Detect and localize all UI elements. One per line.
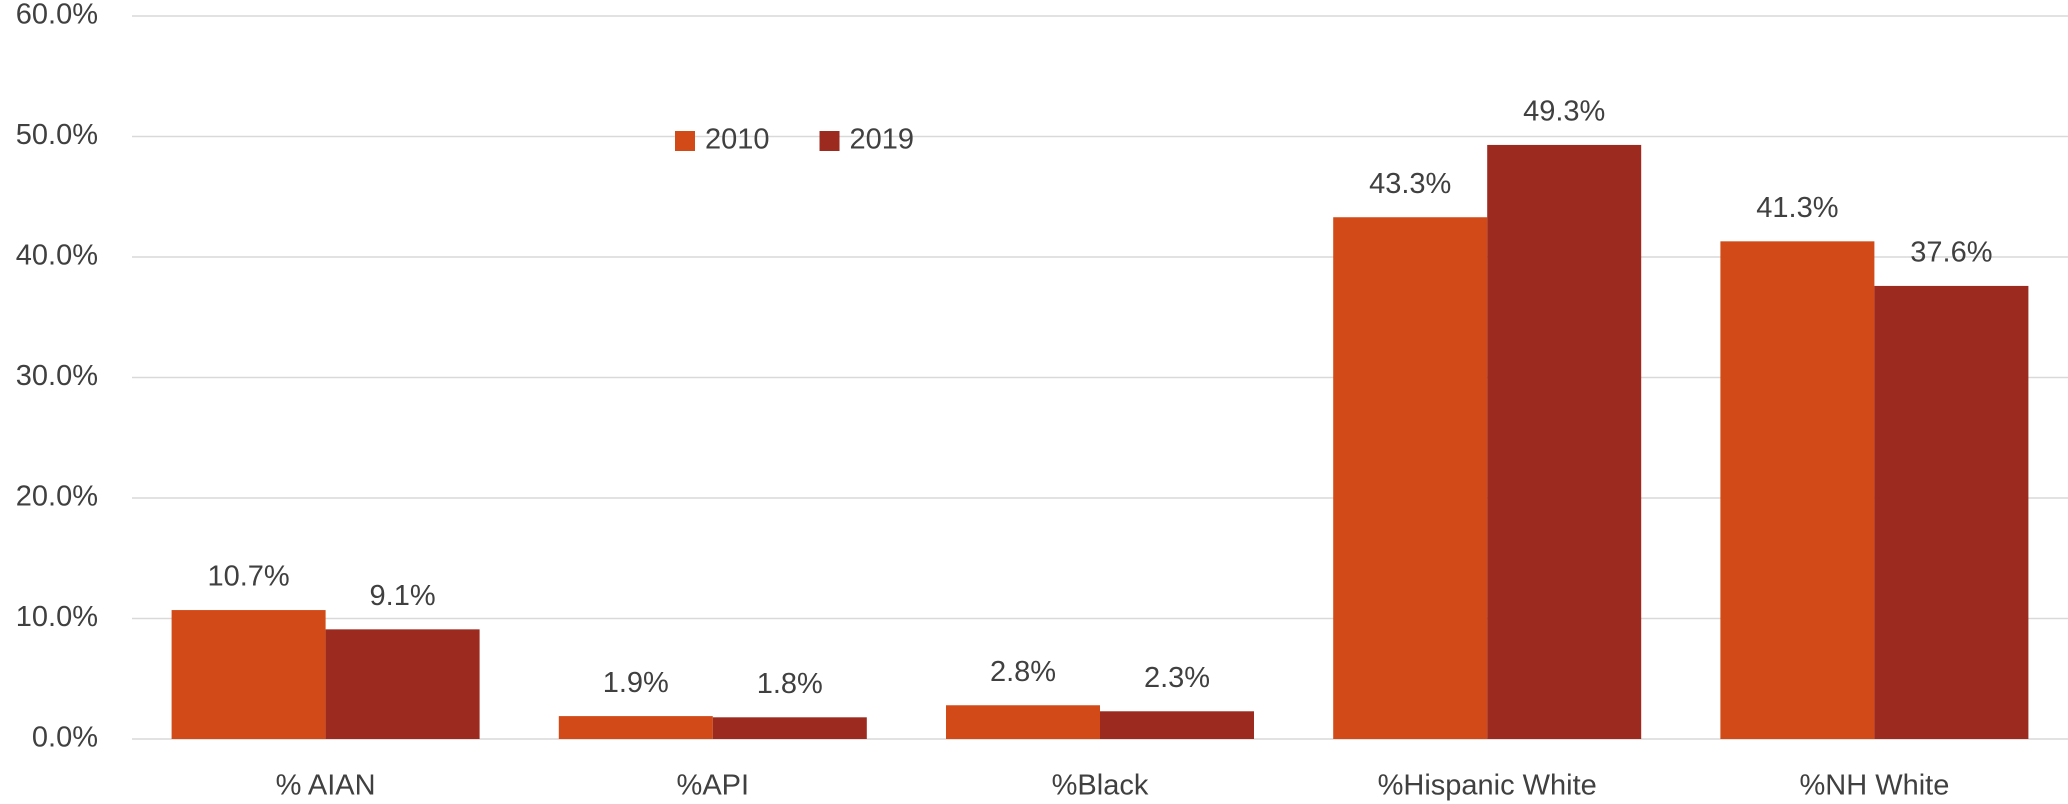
x-tick-label: %Black — [1052, 770, 1149, 802]
value-label: 2.3% — [1144, 662, 1210, 694]
value-label: 43.3% — [1369, 168, 1451, 200]
value-label: 49.3% — [1523, 96, 1605, 128]
y-tick-label: 50.0% — [16, 119, 98, 151]
value-label: 1.8% — [757, 668, 823, 700]
bar — [1333, 217, 1488, 740]
value-label: 1.9% — [603, 667, 669, 699]
bar — [1487, 144, 1642, 739]
legend-swatch — [675, 131, 695, 151]
legend-label: 2019 — [850, 124, 915, 156]
bar — [558, 716, 713, 739]
bar — [325, 629, 480, 739]
bar — [1874, 285, 2029, 739]
value-label: 37.6% — [1910, 237, 1992, 269]
x-tick-label: %API — [677, 770, 750, 802]
y-tick-label: 40.0% — [16, 240, 98, 272]
y-tick-label: 0.0% — [32, 722, 98, 754]
value-label: 10.7% — [207, 561, 289, 593]
bar — [712, 717, 867, 739]
value-label: 2.8% — [990, 656, 1056, 688]
bar — [171, 610, 326, 739]
x-tick-label: %Hispanic White — [1378, 770, 1597, 802]
bar — [946, 705, 1100, 739]
value-label: 9.1% — [370, 580, 436, 612]
y-tick-label: 10.0% — [16, 601, 98, 633]
y-tick-label: 30.0% — [16, 360, 98, 392]
legend-label: 2010 — [705, 124, 770, 156]
legend-swatch — [819, 131, 840, 151]
x-tick-label: %NH White — [1799, 770, 1949, 802]
value-label: 41.3% — [1756, 192, 1838, 224]
bar — [1720, 241, 1875, 739]
y-tick-label: 60.0% — [16, 0, 98, 31]
x-tick-label: % AIAN — [276, 770, 376, 802]
bar — [1100, 711, 1254, 739]
y-tick-label: 20.0% — [16, 481, 98, 513]
